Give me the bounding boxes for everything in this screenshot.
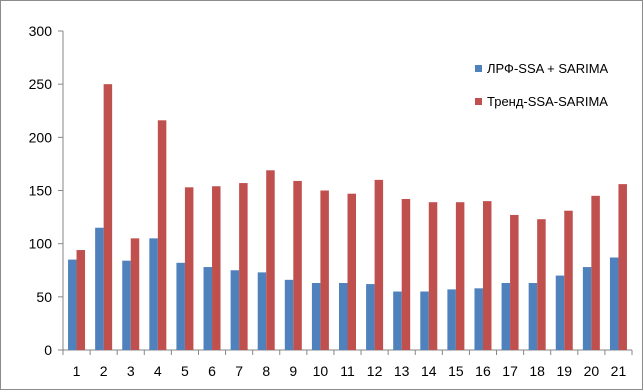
y-tick-label: 250 (29, 76, 53, 92)
bar-series-2-cat-18 (537, 219, 546, 350)
y-tick-label: 0 (44, 342, 52, 358)
x-tick-label: 4 (154, 363, 162, 379)
bar-series-1-cat-1 (68, 259, 77, 350)
y-tick-label: 100 (29, 236, 53, 252)
bar-series-2-cat-3 (130, 238, 140, 350)
bar-series-1-cat-7 (230, 270, 240, 350)
legend-swatch-1 (475, 65, 482, 72)
bar-series-1-cat-21 (609, 257, 619, 350)
bar-series-2-cat-11 (347, 193, 356, 350)
x-tick-label: 16 (475, 363, 491, 379)
x-tick-label: 20 (584, 363, 600, 379)
x-tick-label: 6 (208, 363, 216, 379)
x-tick-label: 14 (421, 363, 437, 379)
x-tick-label: 19 (556, 363, 572, 379)
y-tick-label: 150 (29, 183, 53, 199)
bar-series-1-cat-2 (95, 227, 104, 350)
x-tick-label: 15 (448, 363, 464, 379)
bar-series-1-cat-13 (393, 291, 402, 350)
bar-series-2-cat-19 (564, 210, 573, 350)
legend-label-1: ЛРФ-SSA + SARIMA (487, 61, 609, 76)
bar-series-2-cat-21 (618, 184, 627, 350)
bar-series-2-cat-2 (103, 84, 113, 351)
bar-series-1-cat-3 (122, 260, 131, 350)
bar-series-2-cat-7 (239, 183, 248, 350)
x-tick-label: 2 (100, 363, 108, 379)
bar-series-1-cat-5 (176, 262, 185, 350)
y-tick-label: 200 (29, 129, 53, 145)
bar-series-2-cat-8 (266, 170, 275, 350)
y-tick-label: 300 (29, 23, 53, 39)
x-tick-label: 5 (181, 363, 189, 379)
bar-series-2-cat-6 (212, 186, 221, 350)
bar-series-1-cat-4 (149, 238, 158, 350)
bar-series-1-cat-14 (420, 291, 429, 350)
y-tick-label: 50 (36, 289, 52, 305)
bar-series-2-cat-9 (293, 180, 302, 350)
bar-series-1-cat-11 (339, 283, 348, 350)
bar-series-1-cat-8 (257, 272, 267, 350)
bar-series-2-cat-20 (591, 195, 600, 350)
x-tick-label: 13 (394, 363, 410, 379)
x-tick-label: 12 (367, 363, 383, 379)
legend-label-2: Тренд-SSA-SARIMA (487, 94, 608, 109)
bar-series-2-cat-4 (157, 120, 167, 350)
x-tick-label: 17 (502, 363, 518, 379)
bar-series-1-cat-20 (582, 267, 592, 350)
bar-series-2-cat-1 (76, 250, 86, 350)
x-tick-label: 7 (235, 363, 243, 379)
y-tick-labels: 0 50 100 150 200 250 300 (29, 23, 53, 358)
legend: ЛРФ-SSA + SARIMA Тренд-SSA-SARIMA (475, 61, 609, 109)
bar-series-1-cat-6 (203, 267, 213, 350)
bars (68, 84, 627, 351)
bar-series-2-cat-17 (510, 214, 519, 350)
x-tick-label: 11 (340, 363, 355, 379)
bar-series-1-cat-18 (528, 283, 538, 350)
bar-series-2-cat-15 (455, 202, 465, 350)
bar-series-2-cat-13 (401, 199, 411, 350)
x-tick-label: 1 (73, 363, 81, 379)
bar-series-1-cat-9 (284, 279, 294, 350)
bar-series-2-cat-14 (428, 202, 438, 350)
bar-series-2-cat-5 (184, 187, 194, 350)
x-tick-label: 10 (313, 363, 329, 379)
legend-swatch-2 (475, 98, 482, 105)
x-tick-label: 21 (611, 363, 627, 379)
bar-series-2-cat-10 (320, 190, 329, 350)
bar-series-1-cat-10 (311, 283, 321, 350)
bar-series-2-cat-16 (482, 201, 492, 350)
x-tick-labels: 1 2 3 4 5 6 7 8 9 10 11 12 13 14 15 16 17 18 19 20 21 (73, 363, 627, 379)
x-tick-label: 18 (529, 363, 545, 379)
bar-series-1-cat-12 (366, 284, 375, 350)
bar-series-1-cat-16 (474, 288, 483, 350)
bar-series-1-cat-17 (501, 283, 511, 350)
bar-series-2-cat-12 (374, 179, 384, 350)
bar-series-1-cat-19 (555, 275, 565, 350)
bar-series-1-cat-15 (447, 289, 456, 350)
x-tick-label: 3 (127, 363, 135, 379)
x-tick-label: 8 (262, 363, 270, 379)
x-tick-label: 9 (289, 363, 297, 379)
